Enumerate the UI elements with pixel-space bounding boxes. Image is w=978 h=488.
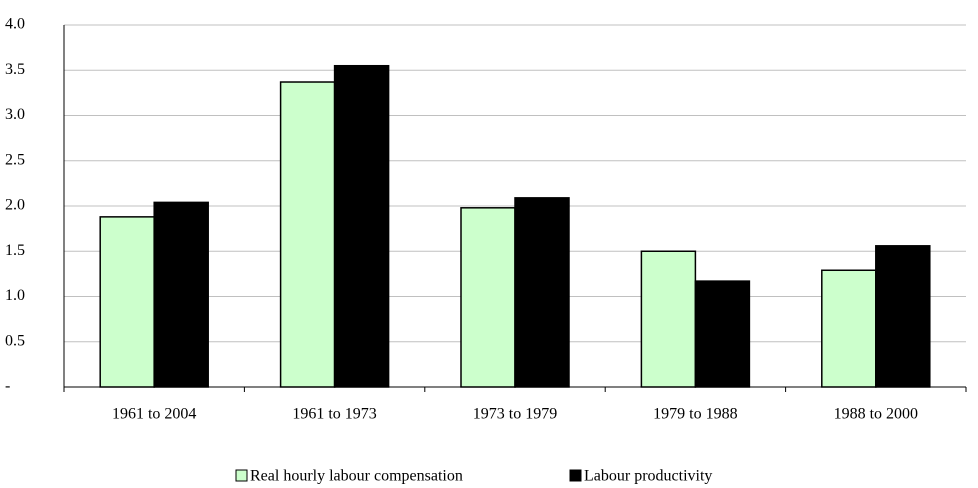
bar bbox=[333, 64, 390, 388]
bar bbox=[821, 269, 877, 388]
bar bbox=[153, 201, 209, 388]
y-tick-label: 4.0 bbox=[5, 16, 25, 33]
x-tick-label: 1961 to 1973 bbox=[292, 406, 376, 423]
y-tick-label: 2.0 bbox=[5, 197, 25, 214]
y-tick-label: 1.0 bbox=[5, 287, 25, 304]
y-tick-label: 3.0 bbox=[5, 106, 25, 123]
y-tick-label: 0.5 bbox=[5, 332, 25, 349]
x-tick-label: 1979 to 1988 bbox=[653, 406, 737, 423]
legend-swatch bbox=[569, 469, 582, 482]
y-tick-label: 1.5 bbox=[5, 242, 25, 259]
bar bbox=[99, 216, 155, 388]
y-tick-label: 3.5 bbox=[5, 61, 25, 78]
y-tick-label: 2.5 bbox=[5, 151, 25, 168]
bar bbox=[514, 197, 570, 388]
x-tick-label: 1961 to 2004 bbox=[112, 406, 196, 423]
bar bbox=[279, 81, 336, 388]
y-tick-label: - bbox=[5, 378, 10, 395]
bar bbox=[640, 250, 697, 388]
bar bbox=[694, 280, 751, 388]
x-tick-label: 1973 to 1979 bbox=[473, 406, 557, 423]
bar bbox=[875, 245, 931, 388]
legend-label: Labour productivity bbox=[584, 468, 712, 485]
legend-swatch bbox=[235, 469, 248, 482]
bar bbox=[460, 207, 516, 388]
x-tick-label: 1988 to 2000 bbox=[834, 406, 918, 423]
legend-label: Real hourly labour compensation bbox=[250, 468, 463, 485]
